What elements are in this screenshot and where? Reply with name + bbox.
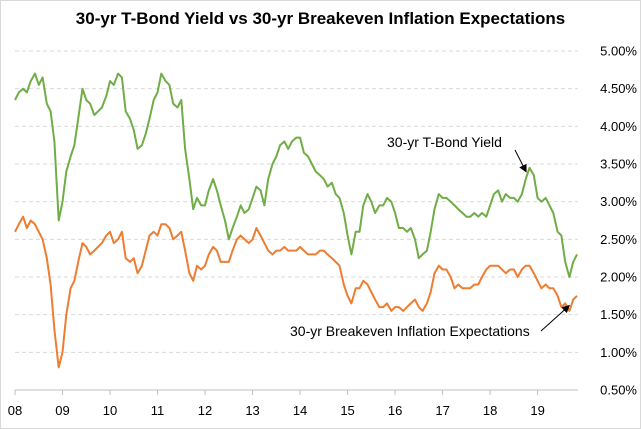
breakeven-line: [14, 215, 578, 369]
annotations: 30-yr T-Bond Yield 30-yr Breakeven Inflat…: [290, 134, 570, 339]
x-tick-label: 14: [293, 403, 307, 418]
gridlines: [15, 50, 578, 353]
y-tick-label: 3.00%: [600, 194, 637, 209]
y-tick-label: 4.50%: [600, 81, 637, 96]
x-tick-label: 15: [340, 403, 354, 418]
y-tick-label: 3.50%: [600, 157, 637, 172]
bond-yield-line: [14, 72, 578, 278]
y-tick-label: 2.50%: [600, 232, 637, 247]
annotation-bond-label: 30-yr T-Bond Yield: [387, 134, 502, 150]
x-tick-label: 11: [151, 403, 165, 418]
x-tick-label: 08: [8, 403, 22, 418]
x-tick-label: 10: [103, 403, 117, 418]
x-tick-label: 17: [435, 403, 449, 418]
x-tick-label: 19: [530, 403, 544, 418]
x-tick-label: 12: [198, 403, 212, 418]
x-tick-label: 13: [245, 403, 259, 418]
y-tick-label: 0.50%: [600, 383, 637, 398]
x-tick-label: 09: [55, 403, 69, 418]
y-tick-label: 2.00%: [600, 270, 637, 285]
annotation-bond-arrow: [514, 149, 527, 173]
annotation-breakeven-arrow: [540, 304, 570, 332]
chart-title: 30-yr T-Bond Yield vs 30-yr Breakeven In…: [75, 9, 566, 28]
annotation-breakeven-label: 30-yr Breakeven Inflation Expectations: [290, 323, 530, 339]
x-tick-label: 18: [483, 403, 497, 418]
y-tick-label: 1.00%: [600, 345, 637, 360]
x-axis: 08 09 10 11 12 13 14 15 16 17 18 19: [8, 389, 578, 418]
x-tick-label: 16: [388, 403, 402, 418]
y-tick-label: 4.00%: [600, 119, 637, 134]
series-lines: [14, 72, 578, 369]
y-axis-tick-labels: 0.50% 1.00% 1.50% 2.00% 2.50% 3.00% 3.50% 4.00%…: [600, 44, 637, 398]
y-tick-label: 5.00%: [600, 44, 637, 59]
y-tick-label: 1.50%: [600, 307, 637, 322]
